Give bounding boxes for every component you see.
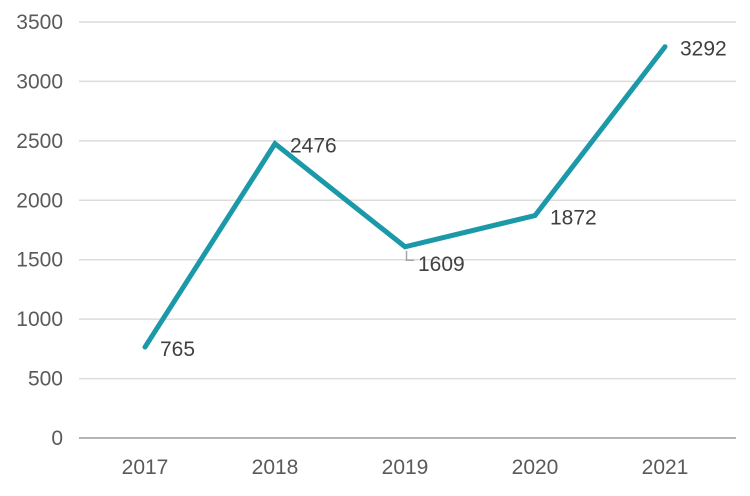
data-label: 765 bbox=[160, 338, 195, 361]
y-axis-tick-label: 2500 bbox=[16, 130, 63, 153]
y-axis-tick-label: 0 bbox=[51, 427, 63, 450]
callout-leader-line bbox=[405, 250, 414, 262]
x-axis-tick-label: 2019 bbox=[382, 456, 429, 479]
series-line bbox=[142, 44, 668, 350]
x-axis-tick-label: 2018 bbox=[252, 456, 299, 479]
data-label: 3292 bbox=[680, 38, 727, 61]
data-label: 1609 bbox=[418, 253, 465, 276]
x-axis-tick-label: 2021 bbox=[642, 456, 689, 479]
y-axis-tick-label: 1500 bbox=[16, 249, 63, 272]
y-axis-tick-label: 1000 bbox=[16, 308, 63, 331]
x-axis-tick-label: 2017 bbox=[122, 456, 169, 479]
x-axis-tick-label: 2020 bbox=[512, 456, 559, 479]
y-axis-tick-label: 500 bbox=[28, 368, 63, 391]
y-axis-tick-label: 3000 bbox=[16, 70, 63, 93]
y-axis-tick-label: 3500 bbox=[16, 11, 63, 34]
data-label: 1872 bbox=[550, 206, 597, 229]
y-axis-tick-label: 2000 bbox=[16, 189, 63, 212]
data-label: 2476 bbox=[290, 135, 337, 158]
